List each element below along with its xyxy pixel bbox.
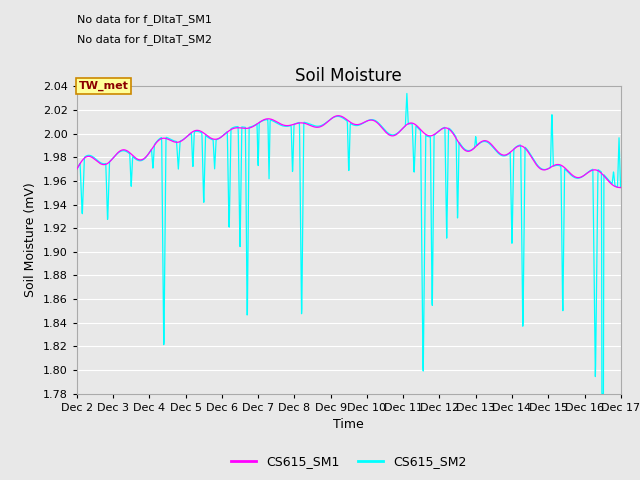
X-axis label: Time: Time [333,418,364,431]
Legend: CS615_SM1, CS615_SM2: CS615_SM1, CS615_SM2 [226,450,472,473]
Title: Soil Moisture: Soil Moisture [296,67,402,85]
Text: No data for f_DltaT_SM2: No data for f_DltaT_SM2 [77,34,212,45]
Text: TW_met: TW_met [79,81,129,91]
Y-axis label: Soil Moisture (mV): Soil Moisture (mV) [24,182,37,298]
Text: No data for f_DltaT_SM1: No data for f_DltaT_SM1 [77,14,212,25]
